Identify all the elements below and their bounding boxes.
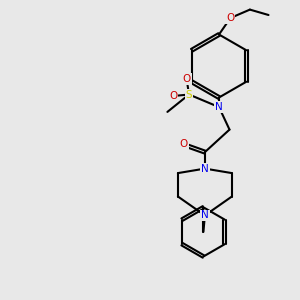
Text: O: O <box>169 91 178 101</box>
Text: O: O <box>226 13 235 23</box>
Text: O: O <box>180 139 188 149</box>
Text: S: S <box>186 89 192 100</box>
Text: N: N <box>201 164 209 174</box>
Text: N: N <box>215 102 223 112</box>
Text: O: O <box>182 74 191 84</box>
Text: N: N <box>201 210 209 220</box>
